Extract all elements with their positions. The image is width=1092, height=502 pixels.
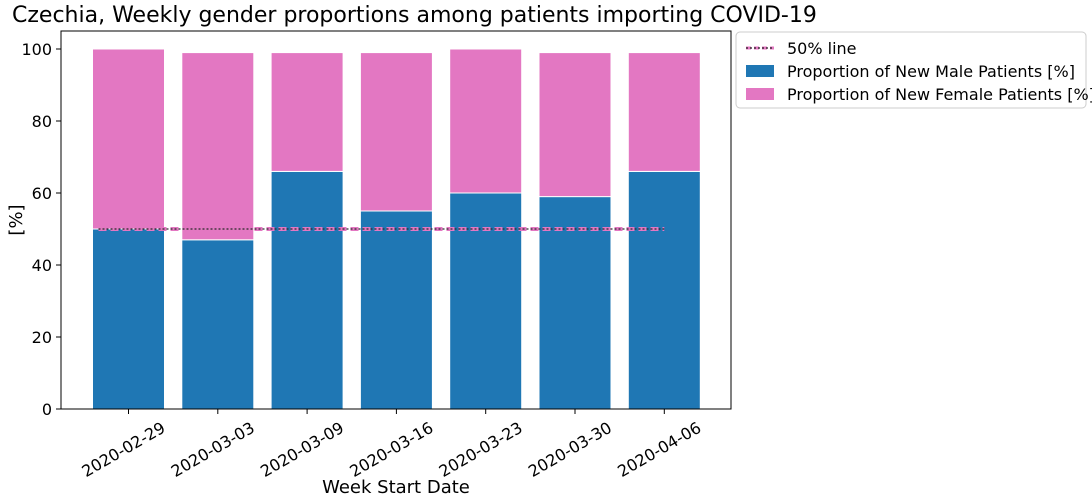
legend-swatch-female — [746, 88, 774, 100]
bar-male-2020-04-06 — [627, 170, 701, 410]
legend-label-50-line: 50% line — [787, 39, 857, 58]
x-tick-label-2020-03-03: 2020-03-03 — [168, 418, 258, 481]
y-axis-label: [%] — [6, 204, 27, 235]
legend: 50% line Proportion of New Male Patients… — [735, 31, 1092, 109]
y-tick-label-40: 40 — [32, 256, 52, 275]
bar-female-2020-03-09 — [270, 52, 344, 172]
bar-female-2020-03-03 — [181, 52, 255, 241]
legend-label-female: Proportion of New Female Patients [%] — [787, 85, 1092, 104]
x-tick-label-2020-04-06: 2020-04-06 — [614, 418, 704, 481]
bar-male-2020-03-23 — [449, 192, 523, 410]
y-axis: 0 20 40 60 80 100 — [21, 40, 61, 419]
bar-female-2020-03-30 — [538, 52, 612, 198]
x-tick-label-2020-02-29: 2020-02-29 — [78, 418, 168, 481]
x-tick-label-2020-03-30: 2020-03-30 — [525, 418, 615, 481]
x-tick-label-2020-03-16: 2020-03-16 — [346, 418, 436, 481]
bar-female-2020-03-16 — [359, 52, 433, 212]
bar-female-2020-02-29 — [92, 48, 165, 230]
x-tick-label-2020-03-23: 2020-03-23 — [436, 418, 526, 481]
y-tick-label-20: 20 — [32, 328, 52, 347]
y-tick-label-100: 100 — [21, 40, 52, 59]
x-tick-label-2020-03-09: 2020-03-09 — [257, 418, 347, 481]
legend-label-male: Proportion of New Male Patients [%] — [787, 62, 1075, 81]
x-axis: 2020-02-29 2020-03-03 2020-03-09 2020-03-16… — [78, 409, 704, 481]
y-tick-label-0: 0 — [42, 400, 52, 419]
bar-female-2020-03-23 — [449, 48, 523, 194]
chart-title: Czechia, Weekly gender proportions among… — [12, 3, 817, 28]
x-axis-label: Week Start Date — [322, 477, 470, 498]
legend-frame — [735, 31, 1087, 109]
bar-female-2020-04-06 — [627, 52, 701, 172]
bars-group — [92, 48, 701, 410]
bar-male-2020-03-30 — [538, 196, 612, 410]
y-tick-label-80: 80 — [32, 112, 52, 131]
legend-swatch-male — [746, 65, 774, 77]
bar-male-2020-03-09 — [270, 170, 344, 410]
bar-male-2020-03-16 — [359, 210, 433, 410]
bar-male-2020-03-03 — [181, 239, 255, 410]
bar-male-2020-02-29 — [92, 228, 165, 410]
y-tick-label-60: 60 — [32, 184, 52, 203]
